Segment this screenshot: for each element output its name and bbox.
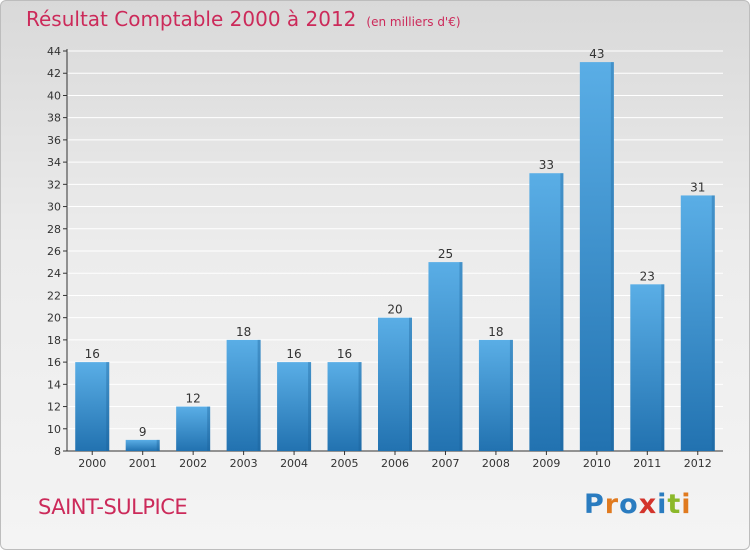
value-label-2005: 16 [337,347,352,361]
y-tick-label-32: 32 [47,178,61,191]
bar-shade-2010 [610,62,614,451]
y-tick-label-40: 40 [47,89,61,102]
bar-shade-2009 [560,173,564,451]
bar-2002 [176,406,211,451]
y-tick-label-26: 26 [47,245,61,258]
x-tick-label-2010: 2010 [583,457,611,470]
value-labels: 16 9 12 18 16 16 20 25 18 33 43 23 31 [85,47,706,439]
value-label-2008: 18 [488,325,503,339]
y-tick-label-24: 24 [47,267,61,280]
chart-subtitle: (en milliers d'€) [366,15,461,29]
commune-name: SAINT-SULPICE [38,495,188,519]
x-tick-label-2009: 2009 [532,457,560,470]
bar-2011 [630,284,665,451]
bar-2004 [277,362,312,451]
y-tick-label-14: 14 [47,378,61,391]
logo-letter: r [604,489,620,520]
x-axis-ticks: 2000 2001 2002 2003 2004 2005 2006 2007 2008 2009… [78,451,712,470]
value-label-2012: 31 [690,180,705,194]
bar-2009 [529,173,564,451]
x-tick-label-2004: 2004 [280,457,308,470]
x-tick-label-2008: 2008 [482,457,510,470]
y-tick-label-16: 16 [47,356,61,369]
x-tick-label-2001: 2001 [129,457,157,470]
bar-2006 [378,317,412,451]
logo-letter: t [667,489,682,520]
value-label-2011: 23 [640,269,655,283]
logo-letter: x [638,489,658,520]
y-tick-label-20: 20 [47,312,61,325]
title-text: Résultat Comptable 2000 à 2012 [26,7,357,31]
bar-2008 [478,339,513,451]
value-label-2002: 12 [186,392,201,406]
bar-shade-2011 [661,284,665,451]
x-tick-label-2011: 2011 [633,457,661,470]
x-tick-label-2005: 2005 [331,457,359,470]
value-label-2003: 18 [236,325,251,339]
bar-2001 [125,439,160,451]
bar-shade-2004 [308,362,312,451]
y-tick-label-30: 30 [47,201,61,214]
y-tick-label-22: 22 [47,289,61,302]
value-label-2004: 16 [286,347,301,361]
bar-shade-2000 [106,362,110,451]
value-label-2010: 43 [589,47,604,61]
y-tick-label-38: 38 [47,112,61,125]
y-tick-label-42: 42 [47,67,61,80]
y-tick-label-34: 34 [47,156,61,169]
y-tick-label-28: 28 [47,223,61,236]
y-tick-label-44: 44 [47,45,61,58]
bar-2003 [226,339,261,451]
bar-shade-2006 [409,317,412,451]
value-label-2009: 33 [539,158,554,172]
bar-shade-2005 [358,362,362,451]
chart-title: Résultat Comptable 2000 à 2012 (en millie… [26,7,461,31]
value-label-2001: 9 [139,425,147,439]
y-tick-label-8: 8 [54,445,61,458]
x-tick-label-2003: 2003 [230,457,258,470]
x-tick-label-2000: 2000 [78,457,106,470]
x-tick-label-2002: 2002 [179,457,207,470]
y-tick-label-36: 36 [47,134,61,147]
logo-letter: P [584,489,605,520]
logo-letter: o [619,489,639,520]
bar-shade-2008 [509,339,513,451]
x-tick-label-2006: 2006 [381,457,409,470]
y-tick-label-12: 12 [47,401,61,414]
bar-2012 [680,195,715,451]
bar-2005 [327,362,362,451]
bar-2000 [75,362,110,451]
value-label-2006: 20 [387,303,402,317]
bar-shade-2003 [257,339,261,451]
bar-shade-2007 [459,262,463,451]
bars [75,62,715,451]
y-axis-ticks: 8 10 12 14 16 18 20 22 24 26 28 30 32 34 36 38 40 42 44 [47,45,67,458]
value-label-2000: 16 [85,347,100,361]
proxiti-logo[interactable]: Proxiti [584,489,692,520]
logo-letter: i [657,489,668,520]
bar-shade-2001 [156,439,160,451]
bar-2010 [579,62,614,451]
value-label-2007: 25 [438,247,453,261]
logo-letter: i [681,489,692,520]
bar-shade-2002 [207,406,211,451]
x-tick-label-2012: 2012 [684,457,712,470]
x-tick-label-2007: 2007 [431,457,459,470]
y-tick-label-10: 10 [47,423,61,436]
y-tick-label-18: 18 [47,334,61,347]
bar-shade-2012 [711,195,715,451]
bar-2007 [428,262,463,451]
